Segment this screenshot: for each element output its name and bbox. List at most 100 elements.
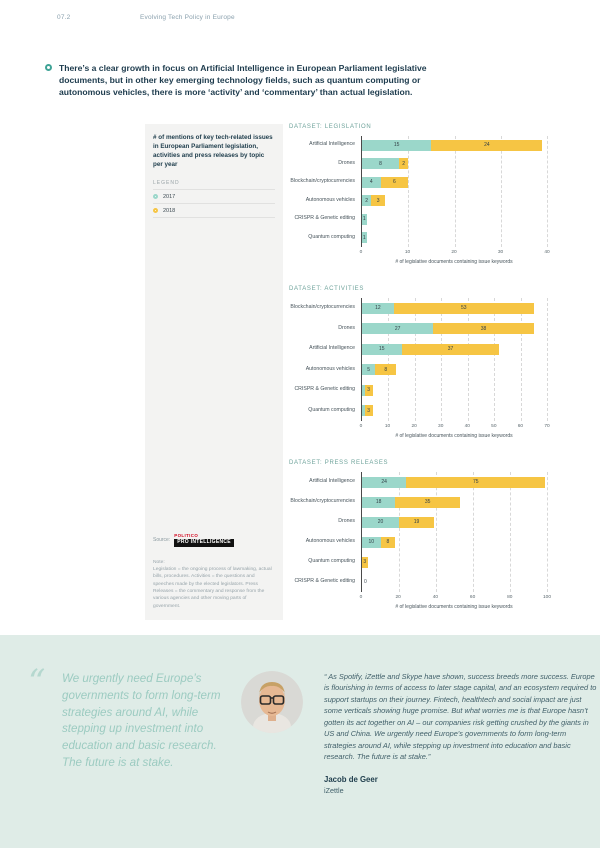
x-axis-ticks: 0 10 20 30 40 <box>360 249 550 258</box>
bar-segment-2017: 18 <box>362 496 396 508</box>
page-header: 07.2 Evolving Tech Policy in Europe <box>0 0 600 21</box>
legend-label: 2018 <box>163 207 176 214</box>
category-label: Blockchain/cryptocurrencies <box>290 304 355 311</box>
avatar <box>241 671 303 733</box>
bar-row: 15 24 <box>362 136 547 155</box>
bar-row: 27 38 <box>362 319 547 340</box>
category-label: Drones <box>338 159 355 166</box>
politico-pro-intelligence-logo: POLITICO PRO INTELLIGENCE <box>174 533 234 547</box>
category-label: CRISPR & Genetic editing <box>294 215 355 222</box>
bar-segment-2018: 35 <box>395 496 461 508</box>
bar-segment-2017: 10 <box>362 536 381 548</box>
logo-top-text: POLITICO <box>174 533 199 539</box>
page-number: 07.2 <box>57 14 71 21</box>
gridline <box>399 472 400 593</box>
bar-row: 15 37 <box>362 339 547 360</box>
category-label: Artificial Intelligence <box>309 345 355 352</box>
bar-row: 0 <box>362 572 547 592</box>
chart-title: DATASET: ACTIVITIES <box>289 286 365 293</box>
zero-value-label: 0 <box>364 579 367 586</box>
bar-segment-2018: 3 <box>371 195 386 207</box>
legend-label: 2017 <box>163 193 176 200</box>
x-axis-tick: 40 <box>544 250 550 256</box>
bar-segment-2017: 24 <box>362 476 407 488</box>
x-axis-tick: 30 <box>497 250 504 256</box>
bar-row: 1 <box>362 210 547 229</box>
category-label: Drones <box>338 518 355 525</box>
x-axis-label: # of legislative documents containing is… <box>395 604 513 611</box>
bar-segment-2017: 1 <box>362 232 367 244</box>
bar-segment-2018: 6 <box>380 176 409 188</box>
bar-segment-2018: 75 <box>406 476 546 488</box>
bar-row: 10 8 <box>362 532 547 552</box>
x-axis-ticks: 0 20 40 60 80 100 <box>360 594 551 603</box>
bar-row: 18 35 <box>362 492 547 512</box>
gridline <box>547 136 548 248</box>
bar-row: 24 75 <box>362 472 547 492</box>
plot-area: 12 53 27 38 15 37 5 8 3 3 <box>361 298 548 422</box>
x-axis-tick: 10 <box>404 250 411 256</box>
quote-section: “ We urgently need Europe’s governments … <box>0 635 600 848</box>
legend-color-icon <box>153 194 158 200</box>
bar-segment-2018: 53 <box>393 302 534 314</box>
x-axis-tick: 60 <box>469 595 476 601</box>
bar-row: 1 <box>362 229 547 248</box>
bar-segment-2018: 24 <box>431 139 543 151</box>
bar-segment-2017: 5 <box>362 364 376 376</box>
category-labels: Artificial Intelligence Blockchain/crypto… <box>289 472 361 610</box>
x-axis-tick: 100 <box>542 595 552 601</box>
x-axis-tick: 10 <box>384 424 391 430</box>
gridline <box>500 136 502 248</box>
bar-segment-2017: 27 <box>362 323 434 335</box>
x-axis-tick: 60 <box>517 424 524 430</box>
x-axis-label: # of legislative documents containing is… <box>395 433 513 440</box>
bar-segment-2017: 20 <box>362 516 399 528</box>
plot-area: 15 24 8 2 4 6 2 3 1 1 <box>361 136 548 248</box>
figure-note: Note: Legislation = the ongoing process … <box>153 559 272 609</box>
panel-bottom: Source: POLITICO PRO INTELLIGENCE Note: … <box>153 533 275 610</box>
bar-segment-2017: 1 <box>362 213 367 225</box>
bar-segment-2017 <box>362 384 365 396</box>
avatar-illustration <box>241 671 303 733</box>
x-axis-tick: 20 <box>411 424 417 430</box>
gridline <box>441 298 443 422</box>
gridline <box>547 472 548 593</box>
quote-mark-icon: “ <box>28 662 46 702</box>
x-axis-label: # of legislative documents containing is… <box>395 259 513 266</box>
source-label: Source: <box>153 537 171 544</box>
bar-segment-2017: 15 <box>362 343 402 355</box>
bar-segment-2018: 3 <box>362 556 368 568</box>
category-label: Drones <box>338 324 355 331</box>
category-label: Blockchain/cryptocurrencies <box>290 498 355 505</box>
gridline <box>494 298 496 422</box>
bar-segment-2017: 15 <box>362 139 432 151</box>
x-axis-tick: 0 <box>359 424 363 430</box>
gridline <box>467 298 469 422</box>
intro-text: There’s a clear growth in focus on Artif… <box>59 63 427 98</box>
x-axis-tick: 70 <box>544 424 550 430</box>
charts-column: DATASET: LEGISLATION Artificial Intellig… <box>289 124 551 631</box>
gridline <box>408 136 410 248</box>
chart-title: DATASET: LEGISLATION <box>289 124 372 131</box>
x-axis-tick: 30 <box>438 424 444 430</box>
category-label: CRISPR & Genetic editing <box>294 578 355 585</box>
bar-segment-2018: 2 <box>399 158 409 170</box>
bar-segment-2018: 38 <box>433 323 534 335</box>
bullet-circle-icon <box>45 64 52 71</box>
category-labels: Artificial Intelligence Drones Blockchain/… <box>289 136 361 265</box>
plot-area: 24 75 18 35 20 19 10 8 3 0 <box>361 472 548 593</box>
category-label: Quantum computing <box>308 558 355 565</box>
category-label: CRISPR & Genetic editing <box>294 386 355 393</box>
figure-description: # of mentions of key tech-related issues… <box>153 134 273 169</box>
legend-list: 2017 2018 <box>153 190 275 218</box>
chart-legislation: DATASET: LEGISLATION Artificial Intellig… <box>289 124 550 266</box>
bar-row: 20 19 <box>362 512 547 532</box>
x-axis-tick: 80 <box>507 595 513 601</box>
legend-item-2018: 2018 <box>153 204 275 218</box>
bar-segment-2017: 12 <box>362 302 394 314</box>
intro-block: There’s a clear growth in focus on Artif… <box>45 62 465 98</box>
category-label: Autonomous vehicles <box>305 196 355 203</box>
